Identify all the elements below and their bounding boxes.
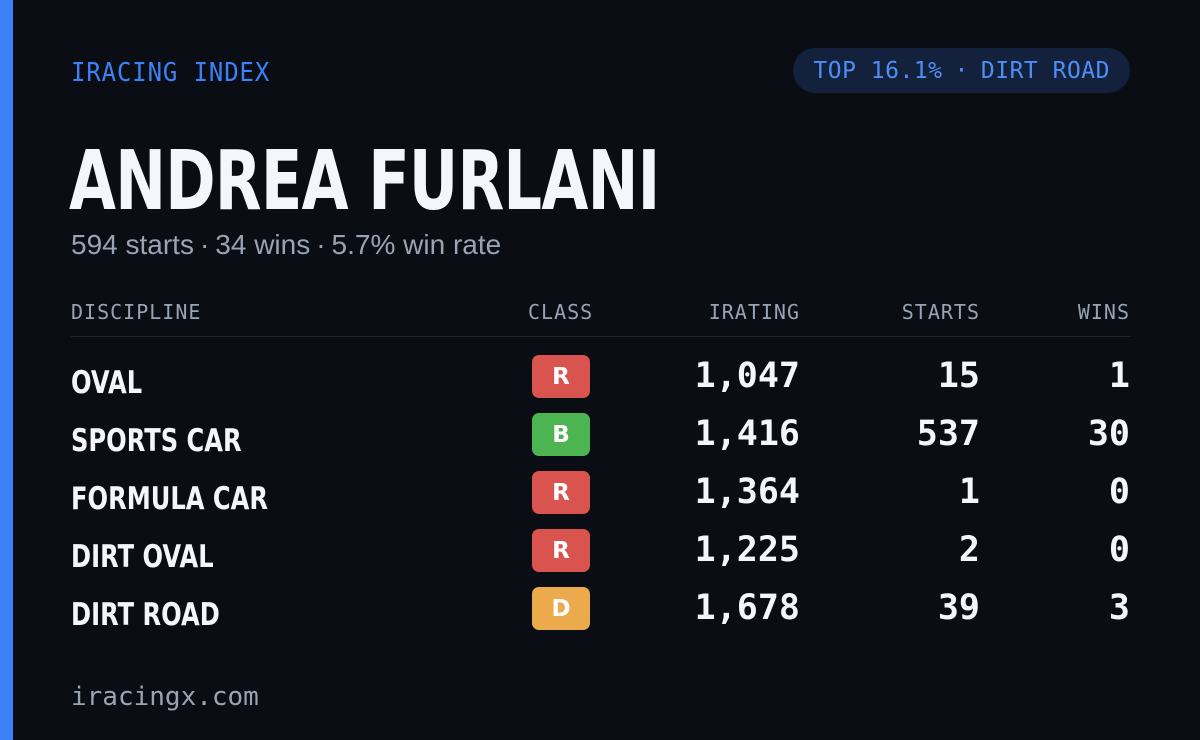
discipline-name: OVAL — [71, 365, 143, 401]
starts-value: 1 — [958, 472, 980, 512]
summary-separator: · — [199, 229, 210, 260]
accent-bar — [0, 0, 13, 740]
table-body: OVAL R 1,047 15 1 SPORTS CAR B 1,416 537… — [71, 351, 1131, 641]
footer-domain: iracingx.com — [71, 682, 259, 712]
class-badge: R — [532, 529, 590, 572]
rank-percentile: TOP 16.1% — [813, 57, 943, 84]
header-discipline: DISCIPLINE — [71, 300, 202, 324]
header-wins: WINS — [1077, 300, 1130, 324]
header-irating: IRATING — [708, 300, 800, 324]
starts-value: 15 — [937, 356, 980, 396]
table-header: DISCIPLINE CLASS IRATING STARTS WINS — [71, 296, 1131, 337]
wins-value: 3 — [1108, 588, 1130, 628]
wins-value: 0 — [1108, 472, 1130, 512]
driver-summary: 594 starts · 34 wins · 5.7% win rate — [71, 226, 501, 264]
wins-value: 0 — [1108, 530, 1130, 570]
class-badge: B — [532, 413, 590, 456]
discipline-name: FORMULA CAR — [71, 481, 269, 517]
driver-name: ANDREA FURLANI — [69, 134, 660, 229]
discipline-name: DIRT ROAD — [71, 597, 220, 633]
class-badge: R — [532, 355, 590, 398]
irating-value: 1,364 — [694, 472, 800, 512]
wins-value: 30 — [1087, 414, 1130, 454]
irating-value: 1,047 — [694, 356, 800, 396]
irating-value: 1,678 — [694, 588, 800, 628]
discipline-name: SPORTS CAR — [71, 423, 242, 459]
table-row: DIRT OVAL R 1,225 2 0 — [71, 525, 1131, 583]
table-row: OVAL R 1,047 15 1 — [71, 351, 1131, 409]
wins-value: 1 — [1108, 356, 1130, 396]
class-badge: R — [532, 471, 590, 514]
class-badge: D — [532, 587, 590, 630]
rank-discipline: DIRT ROAD — [980, 57, 1110, 84]
irating-value: 1,225 — [694, 530, 800, 570]
summary-separator: · — [316, 229, 326, 260]
summary-win-rate: 5.7% win rate — [331, 229, 502, 260]
discipline-name: DIRT OVAL — [71, 539, 214, 575]
header-starts: STARTS — [901, 300, 980, 324]
table-row: FORMULA CAR R 1,364 1 0 — [71, 467, 1131, 525]
irating-value: 1,416 — [694, 414, 800, 454]
summary-starts: 594 starts — [71, 229, 194, 260]
brand-title: IRACING INDEX — [71, 58, 271, 88]
header-class: CLASS — [528, 300, 594, 324]
rank-badge: TOP 16.1% · DIRT ROAD — [793, 48, 1130, 93]
table-row: SPORTS CAR B 1,416 537 30 — [71, 409, 1131, 467]
rank-separator: · — [954, 57, 969, 84]
starts-value: 537 — [916, 414, 980, 454]
starts-value: 2 — [958, 530, 980, 570]
starts-value: 39 — [937, 588, 980, 628]
summary-wins: 34 wins — [215, 229, 311, 260]
table-row: DIRT ROAD D 1,678 39 3 — [71, 583, 1131, 641]
discipline-table: DISCIPLINE CLASS IRATING STARTS WINS OVA… — [71, 296, 1131, 641]
